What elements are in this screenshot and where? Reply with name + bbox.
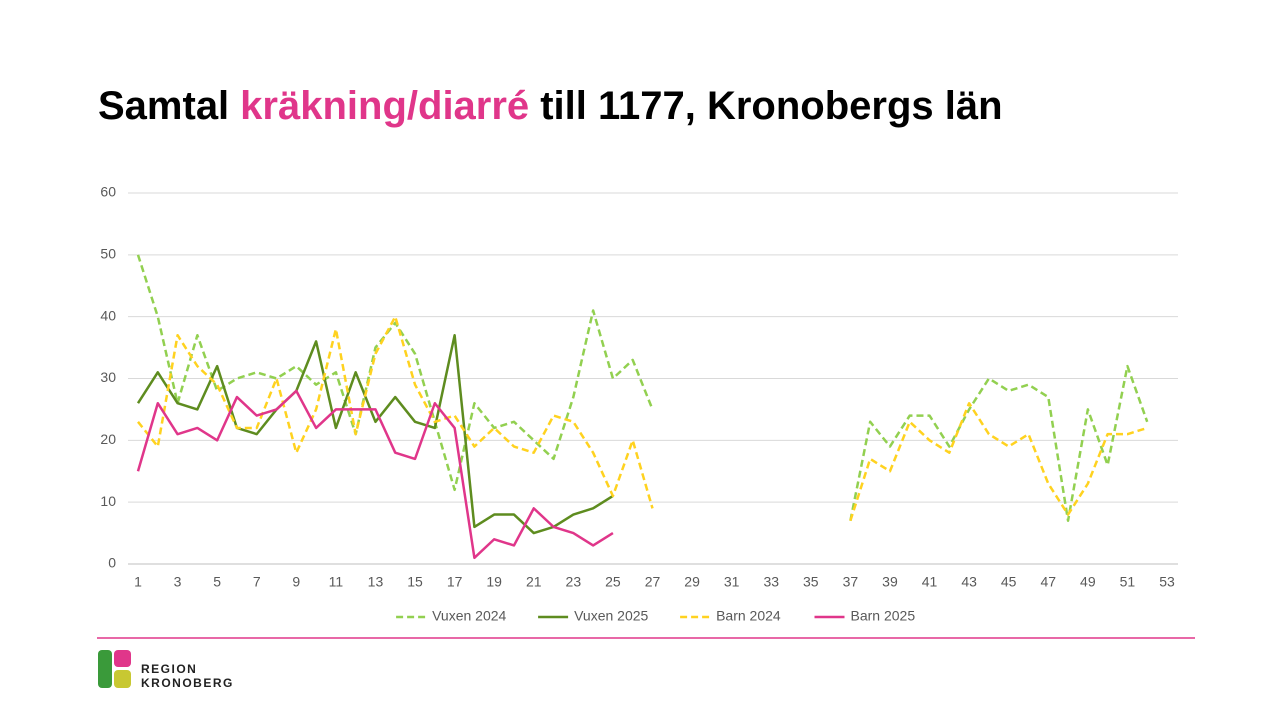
y-tick-label: 20 [100, 431, 116, 447]
logo: REGION KRONOBERG [98, 650, 234, 690]
x-tick-label: 43 [961, 574, 977, 590]
x-tick-label: 7 [253, 574, 261, 590]
slide-title: Samtal kräkning/diarré till 1177, Kronober… [98, 84, 1014, 129]
x-tick-label: 45 [1001, 574, 1017, 590]
x-tick-label: 37 [843, 574, 859, 590]
y-tick-label: 0 [108, 555, 116, 571]
x-tick-label: 19 [486, 574, 502, 590]
x-tick-label: 35 [803, 574, 819, 590]
x-tick-label: 21 [526, 574, 542, 590]
y-tick-label: 50 [100, 246, 116, 262]
x-tick-label: 41 [922, 574, 938, 590]
x-tick-label: 29 [684, 574, 700, 590]
legend-label: Vuxen 2025 [574, 608, 648, 624]
x-tick-label: 5 [213, 574, 221, 590]
x-tick-label: 47 [1040, 574, 1056, 590]
legend-label: Barn 2024 [716, 608, 781, 624]
x-tick-label: 1 [134, 574, 142, 590]
series-line [136, 254, 1149, 522]
legend-label: Vuxen 2024 [432, 608, 506, 624]
title-highlight: kräkning/diarré [240, 84, 530, 128]
series-line [136, 333, 614, 535]
series-line [137, 315, 1148, 522]
x-tick-label: 9 [292, 574, 300, 590]
title-part: Samtal [98, 84, 230, 128]
x-tick-label: 3 [174, 574, 182, 590]
logo-text: KRONOBERG [141, 676, 234, 690]
x-tick-label: 49 [1080, 574, 1096, 590]
x-tick-label: 15 [407, 574, 423, 590]
series-line [136, 389, 614, 560]
y-tick-label: 30 [100, 369, 116, 385]
title-part: till 1177, Kronobergs län [540, 84, 1003, 128]
x-tick-label: 31 [724, 574, 740, 590]
x-tick-label: 17 [447, 574, 463, 590]
x-tick-label: 25 [605, 574, 621, 590]
y-tick-label: 40 [100, 307, 116, 323]
x-tick-label: 11 [329, 574, 344, 590]
legend-label: Barn 2025 [851, 608, 916, 624]
logo-text: REGION [141, 662, 197, 676]
x-tick-label: 13 [368, 574, 384, 590]
x-tick-label: 53 [1159, 574, 1175, 590]
y-tick-label: 60 [100, 184, 116, 200]
y-tick-label: 10 [100, 493, 116, 509]
x-tick-label: 23 [566, 574, 582, 590]
x-tick-label: 51 [1120, 574, 1136, 590]
x-tick-label: 33 [763, 574, 779, 590]
x-tick-label: 27 [645, 574, 661, 590]
x-tick-label: 39 [882, 574, 898, 590]
